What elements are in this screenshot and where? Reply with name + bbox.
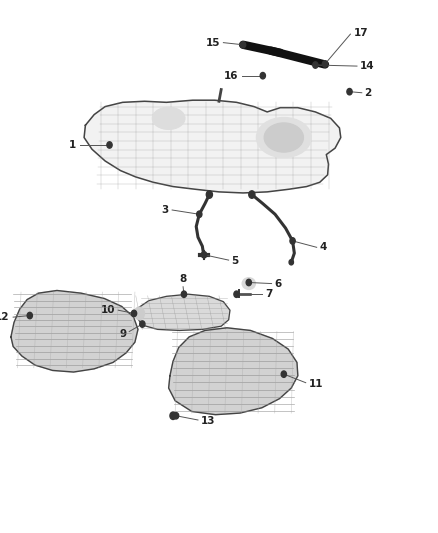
Circle shape — [313, 62, 318, 68]
Text: 13: 13 — [201, 416, 215, 426]
Text: 1: 1 — [69, 140, 76, 150]
Ellipse shape — [242, 278, 255, 289]
Text: 16: 16 — [224, 71, 238, 80]
Polygon shape — [11, 290, 138, 372]
Text: 12: 12 — [0, 312, 10, 322]
Circle shape — [249, 191, 255, 198]
Circle shape — [107, 142, 112, 148]
Circle shape — [281, 371, 286, 377]
Circle shape — [27, 312, 32, 319]
Text: 15: 15 — [205, 38, 220, 47]
Circle shape — [140, 321, 145, 327]
Text: 17: 17 — [354, 28, 368, 38]
Polygon shape — [169, 328, 298, 415]
Text: 9: 9 — [119, 329, 126, 338]
Text: 4: 4 — [320, 243, 327, 252]
Text: 5: 5 — [231, 256, 239, 266]
Circle shape — [234, 291, 239, 297]
Text: 3: 3 — [161, 205, 169, 215]
Circle shape — [134, 307, 145, 320]
Text: 14: 14 — [360, 61, 374, 71]
Circle shape — [197, 211, 202, 217]
Circle shape — [201, 252, 206, 257]
Text: 10: 10 — [101, 305, 115, 315]
Circle shape — [246, 279, 251, 286]
Text: 7: 7 — [265, 289, 272, 299]
Circle shape — [290, 238, 295, 244]
Circle shape — [322, 61, 328, 67]
Circle shape — [347, 88, 352, 95]
Polygon shape — [137, 294, 230, 330]
Circle shape — [181, 291, 187, 297]
Text: 2: 2 — [364, 88, 372, 98]
Circle shape — [289, 260, 293, 265]
Circle shape — [206, 191, 212, 198]
Circle shape — [173, 413, 179, 419]
Text: 11: 11 — [309, 379, 323, 389]
Text: 8: 8 — [180, 273, 187, 284]
Circle shape — [131, 310, 137, 317]
Circle shape — [201, 252, 207, 258]
Circle shape — [170, 412, 176, 419]
Text: 6: 6 — [274, 279, 282, 288]
Polygon shape — [84, 100, 341, 193]
Circle shape — [240, 42, 246, 48]
Ellipse shape — [152, 107, 185, 130]
Ellipse shape — [264, 123, 304, 152]
Ellipse shape — [257, 118, 311, 158]
Circle shape — [260, 72, 265, 79]
